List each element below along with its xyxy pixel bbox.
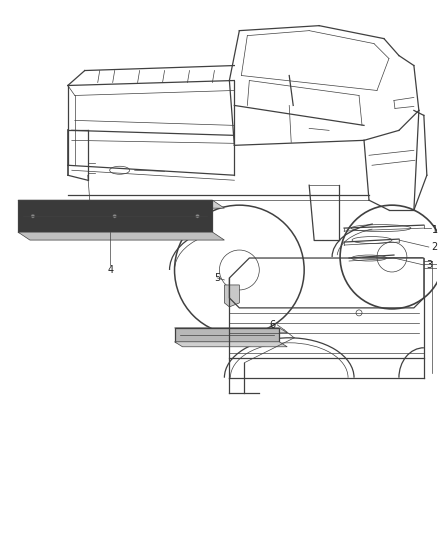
Polygon shape xyxy=(18,232,224,240)
Circle shape xyxy=(113,214,117,218)
Polygon shape xyxy=(224,285,239,307)
Polygon shape xyxy=(18,200,224,208)
Text: 2: 2 xyxy=(431,242,437,252)
Polygon shape xyxy=(18,200,212,232)
Circle shape xyxy=(195,214,199,218)
Text: 4: 4 xyxy=(108,265,114,275)
Polygon shape xyxy=(174,328,279,342)
Polygon shape xyxy=(174,328,287,333)
Polygon shape xyxy=(174,342,287,347)
Text: 3: 3 xyxy=(426,260,432,270)
Text: 5: 5 xyxy=(215,273,221,283)
Text: 1: 1 xyxy=(432,225,438,235)
Circle shape xyxy=(31,214,35,218)
Text: 6: 6 xyxy=(269,320,276,330)
